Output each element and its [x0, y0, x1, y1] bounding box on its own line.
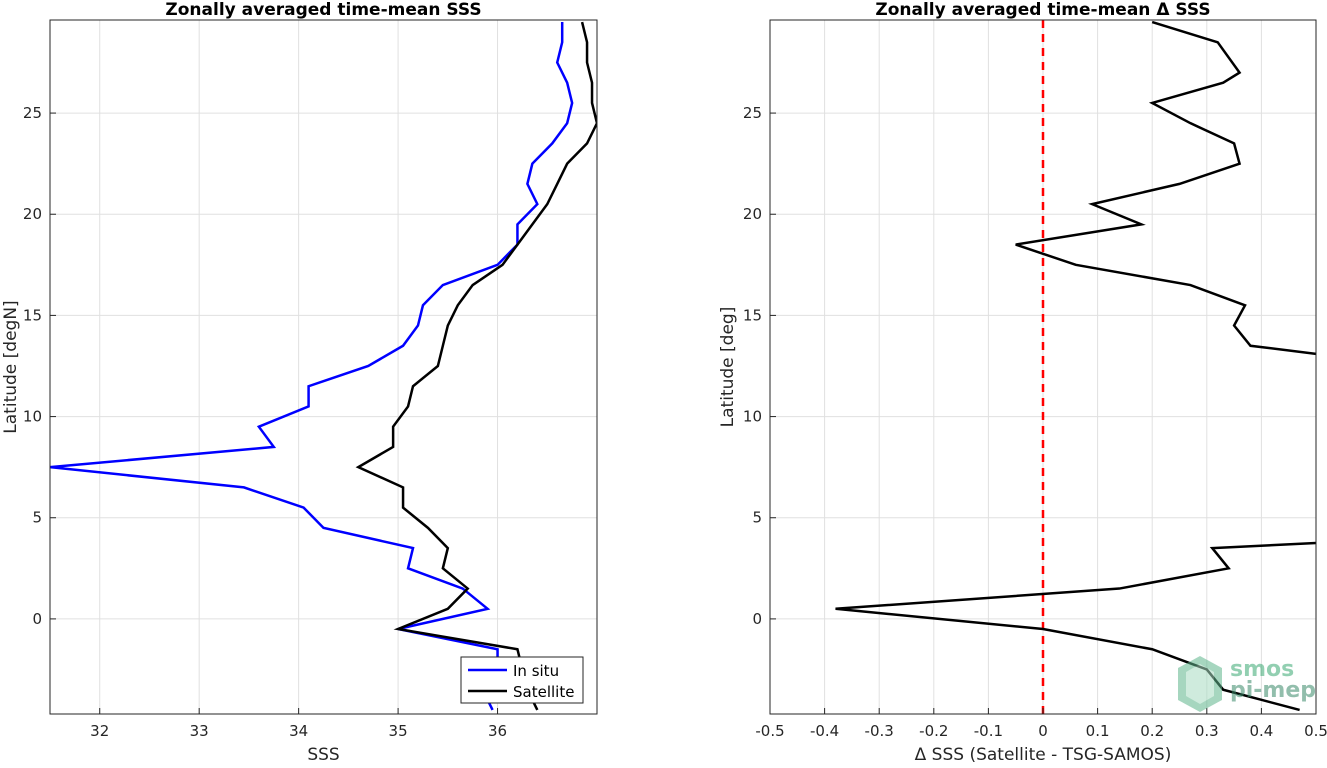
left-plot-area [50, 20, 597, 714]
left-series-line-in-situ [50, 22, 574, 711]
smos-pi-mep-logo: smos pi-mep [1178, 656, 1316, 712]
right-x-tick-label: 0.5 [1304, 722, 1327, 740]
right-x-tick-label: -0.1 [974, 722, 1003, 740]
right-y-tick-label: 20 [743, 205, 762, 223]
left-y-tick-label: 20 [23, 205, 42, 223]
right-y-tick-label: 0 [752, 610, 762, 628]
left-x-tick-label: 32 [90, 722, 109, 740]
left-chart-title: Zonally averaged time-mean SSS [165, 0, 481, 20]
right-chart-title: Zonally averaged time-mean Δ SSS [875, 0, 1210, 20]
right-y-axis-label: Latitude [deg] [718, 307, 738, 428]
left-x-tick-label: 33 [190, 722, 209, 740]
left-y-tick-label: 10 [23, 408, 42, 426]
right-chart: -0.5 -0.4 -0.3 -0.2 -0.1 0 0.1 0.2 0.3 0.4 0.5 0 5 10… [718, 0, 1327, 765]
right-x-tick-label: -0.4 [810, 722, 839, 740]
legend-in-situ-label: In situ [513, 662, 559, 680]
right-x-axis-label: Δ SSS (Satellite - TSG-SAMOS) [915, 745, 1172, 764]
logo-text-smos: smos [1230, 657, 1294, 682]
left-y-tick-label: 15 [23, 306, 42, 324]
left-x-axis-label: SSS [307, 745, 339, 764]
right-x-tick-label: 0.2 [1140, 722, 1164, 740]
logo-text-pi-mep: pi-mep [1230, 678, 1316, 703]
left-axes-box [49, 19, 598, 715]
right-y-tick-label: 10 [743, 408, 762, 426]
right-y-tick-label: 5 [752, 509, 762, 527]
left-y-tick-label: 25 [23, 104, 42, 122]
right-y-tick-label: 15 [743, 306, 762, 324]
left-y-tick-label: 5 [32, 509, 42, 527]
left-chart: 32 33 34 35 36 0 5 10 15 20 25 Zonally averaged ti… [1, 0, 598, 765]
left-y-tick-label: 0 [32, 610, 42, 628]
right-x-tick-label: -0.5 [755, 722, 784, 740]
left-y-axis-label: Latitude [degN] [1, 300, 21, 433]
left-x-tick-label: 36 [488, 722, 507, 740]
right-x-tick-label: 0.1 [1086, 722, 1110, 740]
right-x-tick-label: -0.3 [865, 722, 894, 740]
right-x-tick-label: -0.2 [919, 722, 948, 740]
legend: In situ Satellite [460, 656, 584, 704]
left-series-line-satellite [355, 21, 597, 711]
right-y-tick-label: 25 [743, 104, 762, 122]
right-x-tick-label: 0.4 [1249, 722, 1273, 740]
right-x-tick-label: 0.3 [1195, 722, 1219, 740]
right-series-line-delta-sss [1015, 20, 1316, 356]
right-x-tick-label: 0 [1038, 722, 1048, 740]
legend-box [460, 656, 584, 704]
left-x-tick-label: 35 [389, 722, 408, 740]
right-series-line-delta-sss [835, 541, 1316, 712]
legend-satellite-label: Satellite [513, 683, 574, 701]
left-x-tick-label: 34 [289, 722, 308, 740]
